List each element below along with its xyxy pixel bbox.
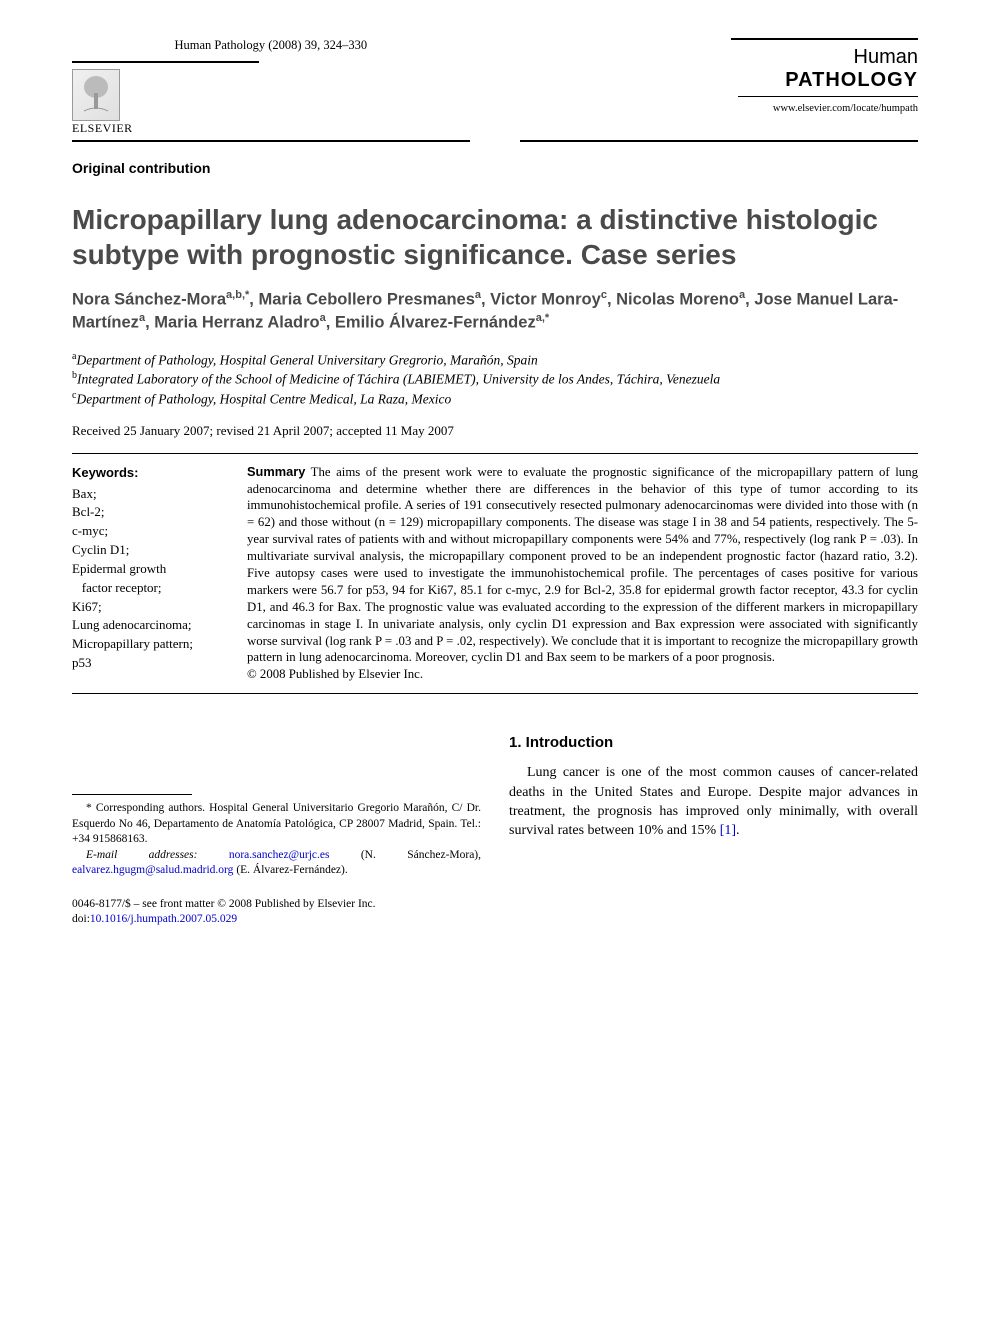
journal-name-word2: PATHOLOGY (785, 69, 918, 91)
email-link-1[interactable]: nora.sanchez@urjc.es (229, 849, 330, 861)
right-column: 1. Introduction Lung cancer is one of th… (509, 734, 918, 928)
doi-link[interactable]: 10.1016/j.humpath.2007.05.029 (90, 913, 237, 925)
author-list: Nora Sánchez-Moraa,b,*, Maria Cebollero … (72, 288, 918, 334)
abstract-box: Keywords: Bax;Bcl-2;c-myc;Cyclin D1;Epid… (72, 453, 918, 695)
affiliation-line: aDepartment of Pathology, Hospital Gener… (72, 350, 918, 370)
email-label: E-mail addresses: (86, 849, 229, 861)
rule-right-2 (520, 140, 918, 142)
journal-logo-block: Human PATHOLOGY www.elsevier.com/locate/… (520, 46, 918, 114)
summary-text: The aims of the present work were to eva… (247, 465, 918, 665)
body-two-column: * Corresponding authors. Hospital Genera… (72, 734, 918, 928)
email-name-1: (N. Sánchez-Mora), (329, 849, 481, 861)
affiliation-line: cDepartment of Pathology, Hospital Centr… (72, 389, 918, 409)
keyword-item: p53 (72, 654, 233, 673)
keywords-heading: Keywords: (72, 464, 233, 483)
affiliation-line: bIntegrated Laboratory of the School of … (72, 369, 918, 389)
publisher-block (72, 69, 470, 121)
header-bottom-rules (72, 140, 918, 142)
doi-line: doi:10.1016/j.humpath.2007.05.029 (72, 912, 481, 928)
journal-url[interactable]: www.elsevier.com/locate/humpath (520, 103, 918, 114)
header-right: Human PATHOLOGY www.elsevier.com/locate/… (520, 38, 918, 114)
reference-link-1[interactable]: [1] (720, 823, 736, 838)
header-left: Human Pathology (2008) 39, 324–330 ELSEV… (72, 38, 470, 136)
corresponding-footnote: * Corresponding authors. Hospital Genera… (72, 801, 481, 848)
left-column: * Corresponding authors. Hospital Genera… (72, 734, 481, 928)
header-rule-left (72, 61, 259, 63)
keyword-item: Lung adenocarcinoma; (72, 616, 233, 635)
header-rule-right (731, 38, 918, 40)
rule-left-2 (72, 140, 470, 142)
keyword-item: c-myc; (72, 522, 233, 541)
keywords-column: Keywords: Bax;Bcl-2;c-myc;Cyclin D1;Epid… (72, 464, 247, 684)
keyword-item: Epidermal growth (72, 560, 233, 579)
journal-rule (738, 96, 918, 97)
keyword-item: Ki67; (72, 598, 233, 617)
publisher-name: ELSEVIER (72, 121, 470, 136)
intro-period: . (736, 823, 740, 838)
keyword-item: Bax; (72, 485, 233, 504)
keyword-item: Bcl-2; (72, 503, 233, 522)
email-name-2: (E. Álvarez-Fernández). (233, 864, 347, 876)
footnote-rule (72, 794, 192, 795)
keywords-list: Bax;Bcl-2;c-myc;Cyclin D1;Epidermal grow… (72, 485, 233, 673)
affiliations: aDepartment of Pathology, Hospital Gener… (72, 350, 918, 409)
section-1-paragraph: Lung cancer is one of the most common ca… (509, 763, 918, 840)
keyword-item: Micropapillary pattern; (72, 635, 233, 654)
intro-text: Lung cancer is one of the most common ca… (509, 765, 918, 838)
keyword-item: Cyclin D1; (72, 541, 233, 560)
article-type: Original contribution (72, 160, 918, 176)
front-matter-info: 0046-8177/$ – see front matter © 2008 Pu… (72, 897, 481, 928)
journal-name-word1: Human (854, 46, 918, 68)
citation-line: Human Pathology (2008) 39, 324–330 (72, 38, 470, 53)
keyword-item: factor receptor; (72, 579, 233, 598)
article-title: Micropapillary lung adenocarcinoma: a di… (72, 202, 918, 272)
issn-line: 0046-8177/$ – see front matter © 2008 Pu… (72, 897, 481, 913)
summary-column: Summary The aims of the present work wer… (247, 464, 918, 684)
email-link-2[interactable]: ealvarez.hgugm@salud.madrid.org (72, 864, 233, 876)
page-header: Human Pathology (2008) 39, 324–330 ELSEV… (72, 38, 918, 136)
summary-copyright: © 2008 Published by Elsevier Inc. (247, 667, 423, 681)
doi-label: doi: (72, 913, 90, 925)
article-dates: Received 25 January 2007; revised 21 Apr… (72, 423, 918, 439)
section-1-heading: 1. Introduction (509, 734, 918, 751)
email-footnote: E-mail addresses: nora.sanchez@urjc.es (… (72, 848, 481, 879)
elsevier-tree-icon (72, 69, 120, 121)
summary-label: Summary (247, 464, 305, 479)
